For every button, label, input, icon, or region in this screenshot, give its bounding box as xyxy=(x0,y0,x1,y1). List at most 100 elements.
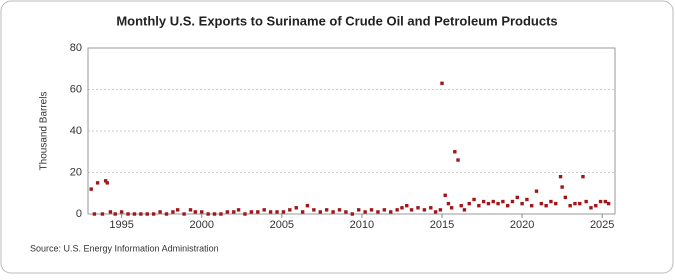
point xyxy=(206,212,210,216)
chart-title: Monthly U.S. Exports to Suriname of Crud… xyxy=(116,13,557,28)
point xyxy=(331,210,335,214)
point xyxy=(594,204,598,208)
point xyxy=(467,201,471,206)
point xyxy=(151,212,156,216)
point xyxy=(443,193,447,198)
point xyxy=(300,210,305,214)
point xyxy=(481,199,486,204)
point xyxy=(510,199,515,204)
point xyxy=(145,212,149,216)
point xyxy=(256,210,260,214)
x-tick-label: 2015 xyxy=(430,219,454,231)
point xyxy=(453,150,457,154)
point xyxy=(554,201,558,206)
point xyxy=(193,210,198,214)
point xyxy=(525,197,529,202)
point xyxy=(249,210,254,214)
point xyxy=(305,204,310,208)
x-tick-label: 2005 xyxy=(270,219,294,231)
point xyxy=(462,208,467,212)
point xyxy=(176,208,180,212)
point xyxy=(544,204,548,208)
point xyxy=(119,210,124,214)
point xyxy=(459,204,463,208)
point xyxy=(438,208,443,212)
point xyxy=(188,208,193,212)
point xyxy=(126,212,130,216)
point xyxy=(158,210,162,214)
point xyxy=(606,201,611,206)
point xyxy=(603,199,608,204)
x-tick-label: 2020 xyxy=(510,219,534,231)
point xyxy=(95,181,100,185)
x-tick-label: 1995 xyxy=(109,219,133,231)
point xyxy=(105,181,109,185)
point xyxy=(294,206,298,210)
y-tick-label: 80 xyxy=(70,42,82,54)
point xyxy=(409,208,414,212)
point xyxy=(108,210,113,214)
point xyxy=(539,201,544,206)
point xyxy=(324,208,329,212)
point xyxy=(416,206,420,210)
point xyxy=(440,81,444,85)
point xyxy=(534,189,539,193)
point xyxy=(164,212,169,216)
point xyxy=(268,210,273,214)
point xyxy=(491,199,495,204)
point xyxy=(422,208,427,212)
point xyxy=(200,210,204,214)
point xyxy=(433,210,438,214)
point xyxy=(92,212,97,216)
x-tick-label: 2025 xyxy=(590,219,614,231)
point xyxy=(501,199,505,204)
point xyxy=(515,195,519,200)
point xyxy=(113,212,117,216)
point xyxy=(449,206,454,210)
point xyxy=(382,208,387,212)
point xyxy=(288,208,292,212)
point xyxy=(389,210,393,214)
point xyxy=(578,201,582,206)
point xyxy=(318,210,322,214)
point xyxy=(573,201,577,206)
point xyxy=(350,212,355,216)
point xyxy=(496,201,500,206)
point xyxy=(369,208,374,212)
y-tick-label: 40 xyxy=(70,125,82,137)
x-tick-label: 2000 xyxy=(189,219,213,231)
source: Source: U.S. Energy Information Administ… xyxy=(30,243,219,253)
x-tick-label: 2010 xyxy=(350,219,374,231)
point xyxy=(530,204,534,208)
point xyxy=(558,174,563,179)
y-tick-label: 0 xyxy=(76,208,82,220)
point xyxy=(598,199,603,204)
point xyxy=(563,195,568,200)
point xyxy=(456,158,460,162)
y-tick-label: 60 xyxy=(70,83,82,95)
point xyxy=(549,199,553,204)
point xyxy=(520,201,524,206)
y-axis-label: Thousand Barrels xyxy=(39,92,50,171)
point xyxy=(100,212,105,216)
point xyxy=(182,212,186,216)
point xyxy=(89,187,93,191)
point xyxy=(560,185,564,189)
point xyxy=(395,208,399,212)
point xyxy=(337,208,342,212)
point xyxy=(486,201,491,206)
point xyxy=(584,199,588,204)
point xyxy=(405,204,409,208)
point xyxy=(219,212,223,216)
point xyxy=(589,206,593,210)
point xyxy=(376,210,380,214)
y-tick-label: 20 xyxy=(70,166,82,178)
point xyxy=(171,210,175,214)
point xyxy=(236,208,241,212)
point xyxy=(275,210,279,214)
point xyxy=(446,201,451,206)
point xyxy=(477,204,481,208)
point xyxy=(344,210,348,214)
point xyxy=(429,206,433,210)
